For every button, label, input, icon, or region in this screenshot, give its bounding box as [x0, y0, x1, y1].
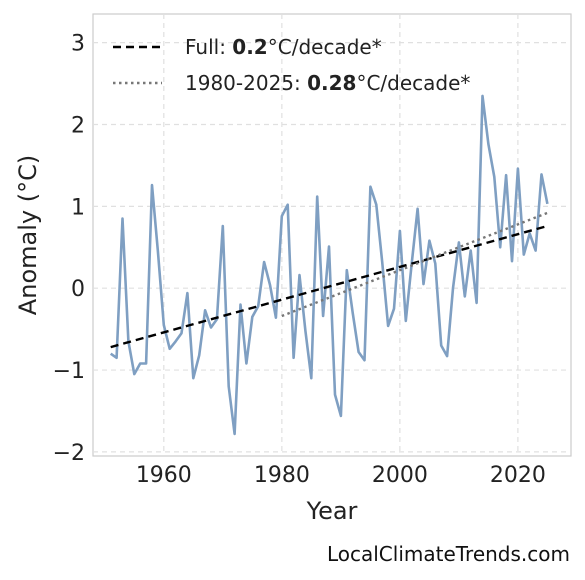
y-tick-label: 0 [71, 277, 85, 302]
x-tick-label: 1980 [254, 463, 310, 488]
legend-label: 1980-2025: 0.28°C/decade* [185, 71, 470, 95]
legend-label: Full: 0.2°C/decade* [185, 35, 382, 59]
full-trend-line [110, 224, 548, 349]
series-lines [109, 94, 549, 436]
watermark: LocalClimateTrends.com [327, 542, 570, 566]
y-tick-label: −1 [53, 359, 85, 384]
anomaly-line [109, 94, 549, 436]
x-axis-title: Year [306, 497, 358, 525]
legend: Full: 0.2°C/decade*1980-2025: 0.28°C/dec… [113, 35, 470, 95]
legend-label-suffix: °C/decade* [268, 35, 382, 59]
legend-label-suffix: °C/decade* [356, 71, 470, 95]
plot-background [92, 13, 572, 457]
legend-label-prefix: Full: [185, 35, 232, 59]
x-tick-label: 2000 [372, 463, 428, 488]
legend-label-rate: 0.28 [307, 71, 356, 95]
y-tick-label: 3 [71, 32, 85, 57]
tick-labels: 1960 1980 2000 2020 −2 −1 0 1 2 3 [53, 32, 546, 488]
legend-label-prefix: 1980-2025: [185, 71, 307, 95]
legend-label-rate: 0.2 [232, 35, 267, 59]
y-axis-title: Anomaly (°C) [14, 155, 42, 315]
x-tick-label: 2020 [490, 463, 546, 488]
y-tick-label: 2 [71, 114, 85, 139]
x-tick-label: 1960 [136, 463, 192, 488]
y-tick-label: −2 [53, 441, 85, 466]
y-tick-label: 1 [71, 195, 85, 220]
